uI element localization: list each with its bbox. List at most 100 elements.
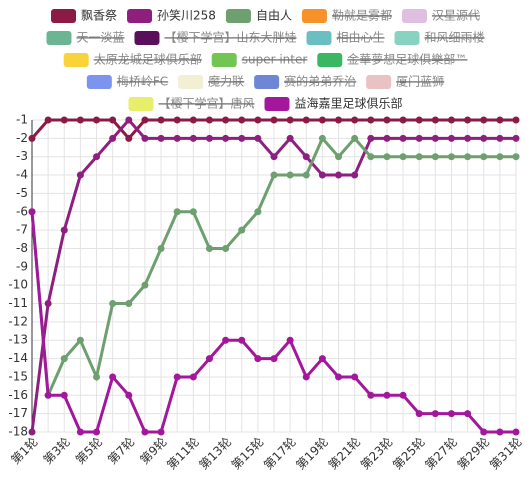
data-point <box>367 391 375 399</box>
data-point <box>189 208 197 216</box>
legend-label: 太原龙城足球俱乐部 <box>94 52 202 67</box>
legend-label: 魔力联 <box>208 74 244 89</box>
legend-swatch <box>63 53 89 67</box>
data-point <box>512 116 520 124</box>
data-point <box>399 116 407 124</box>
y-tick-label: -1 <box>16 113 28 127</box>
data-point <box>270 153 278 161</box>
data-point <box>367 134 375 142</box>
data-point <box>335 373 343 381</box>
legend-row: 飘香祭 孙笑川258 自由人 勒就是雾都 汉星源代 <box>51 8 480 23</box>
data-point <box>93 373 101 381</box>
data-point <box>173 208 181 216</box>
legend-row: 天一淡蓝 【樱下学宫】山东大胖娃 相由心生 和风细雨楼 <box>46 30 485 45</box>
data-point <box>512 153 520 161</box>
legend-label: 飘香祭 <box>81 9 117 23</box>
data-point <box>351 373 359 381</box>
data-point <box>93 116 101 124</box>
data-point <box>109 116 117 124</box>
data-point <box>28 208 36 216</box>
data-point <box>173 134 181 142</box>
legend-swatch <box>366 75 392 89</box>
data-point <box>302 116 310 124</box>
data-point <box>76 336 84 344</box>
y-tick-label: -9 <box>16 259 28 273</box>
data-point <box>76 428 84 436</box>
data-point <box>415 134 423 142</box>
y-tick-label: -3 <box>16 149 28 163</box>
data-point <box>383 116 391 124</box>
data-point <box>496 116 504 124</box>
legend-swatch <box>46 31 72 45</box>
data-point <box>496 428 504 436</box>
data-point <box>238 116 246 124</box>
data-point <box>496 134 504 142</box>
data-point <box>93 153 101 161</box>
y-tick-label: -14 <box>8 351 28 365</box>
data-point <box>464 134 472 142</box>
data-point <box>173 373 181 381</box>
data-point <box>302 153 310 161</box>
legend-swatch <box>306 31 332 45</box>
data-point <box>157 116 165 124</box>
y-tick-label: -17 <box>8 406 28 420</box>
y-tick-label: -2 <box>16 131 28 145</box>
data-point <box>222 116 230 124</box>
data-point <box>76 171 84 179</box>
data-point <box>447 410 455 418</box>
data-point <box>464 116 472 124</box>
legend-label: 【樱下学宫】山东大胖娃 <box>164 30 296 45</box>
data-point <box>141 428 149 436</box>
data-point <box>205 116 213 124</box>
data-point <box>399 153 407 161</box>
data-point <box>254 134 262 142</box>
data-point <box>431 116 439 124</box>
data-point <box>44 391 52 399</box>
data-point <box>480 428 488 436</box>
data-point <box>141 281 149 289</box>
data-point <box>125 116 133 124</box>
data-point <box>189 134 197 142</box>
data-point <box>383 391 391 399</box>
data-point <box>141 116 149 124</box>
y-tick-label: -15 <box>8 369 28 383</box>
legend-row: 梅桥岭FC 魔力联 赛的弟弟乔治 厦门蓝狮 <box>86 74 445 89</box>
data-point <box>93 428 101 436</box>
data-point <box>60 226 68 234</box>
data-point <box>157 428 165 436</box>
legend-swatch <box>264 97 290 111</box>
y-tick-label: -10 <box>8 278 28 292</box>
data-point <box>496 153 504 161</box>
legend-swatch <box>301 9 327 23</box>
data-point <box>109 300 117 308</box>
legend-label: 益海嘉里足球俱乐部 <box>295 96 403 111</box>
data-point <box>60 355 68 363</box>
data-point <box>205 134 213 142</box>
data-point <box>318 355 326 363</box>
data-point <box>125 300 133 308</box>
y-tick-label: -6 <box>16 204 28 218</box>
data-point <box>173 116 181 124</box>
data-point <box>254 116 262 124</box>
data-point <box>28 428 36 436</box>
data-point <box>60 116 68 124</box>
legend-swatch <box>178 75 204 89</box>
legend-label: 梅桥岭FC <box>117 74 168 89</box>
data-point <box>222 244 230 252</box>
data-point <box>189 116 197 124</box>
data-point <box>318 171 326 179</box>
data-point <box>157 134 165 142</box>
data-point <box>335 171 343 179</box>
legend-label: 自由人 <box>256 9 292 23</box>
data-point <box>447 134 455 142</box>
data-point <box>480 153 488 161</box>
data-point <box>286 134 294 142</box>
data-point <box>447 116 455 124</box>
legend-label: 厦门蓝狮 <box>396 74 444 89</box>
legend-swatch <box>394 31 420 45</box>
y-tick-label: -7 <box>16 223 28 237</box>
y-tick-label: -8 <box>16 241 28 255</box>
data-point <box>464 410 472 418</box>
data-point <box>60 391 68 399</box>
